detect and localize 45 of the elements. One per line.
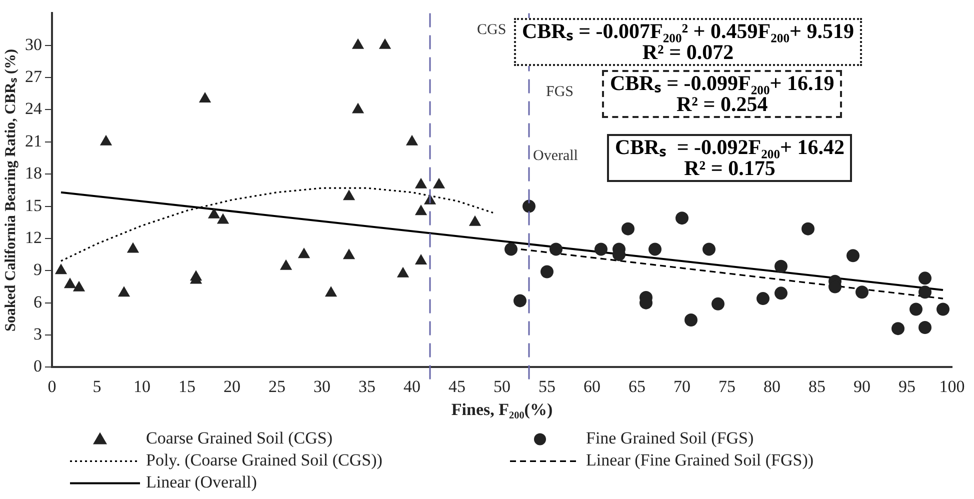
annotation: FGS — [546, 84, 574, 101]
annotation: Overall — [533, 148, 578, 165]
x-tick-label: 85 — [808, 376, 826, 396]
x-tick-label: 0 — [48, 376, 56, 396]
y-tick-label: 18 — [25, 164, 42, 183]
y-tick-label: 30 — [25, 34, 42, 54]
legend-label: Linear (Fine Grained Soil (FGS)) — [586, 450, 814, 470]
x-tick-label: 100 — [939, 376, 965, 396]
x-tick-label: 5 — [92, 376, 102, 396]
x-tick-label: 60 — [584, 376, 600, 396]
y-tick-label: 9 — [34, 260, 42, 280]
y-tick-label: 0 — [34, 356, 42, 376]
x-axis-title: Fines, F₂₀₀(%) — [451, 400, 553, 420]
x-tick-label: 90 — [854, 376, 870, 396]
y-tick-label: 24 — [25, 99, 42, 118]
x-tick-label: 35 — [358, 376, 376, 396]
x-tick-label: 65 — [628, 376, 646, 396]
x-tick-label: 45 — [448, 376, 466, 396]
annotation: CBRₛ = -0.099F₂₀₀+ 16.19 — [610, 71, 834, 95]
legend-label: Coarse Grained Soil (CGS) — [146, 428, 333, 448]
x-tick-label: 80 — [764, 376, 780, 396]
x-tick-label: 20 — [224, 376, 240, 396]
y-tick-label: 3 — [34, 324, 42, 344]
y-axis-title: Soaked California Bearing Ratio, CBRₛ (%) — [2, 48, 19, 332]
x-tick-label: 50 — [494, 376, 510, 396]
legend-label: Poly. (Coarse Grained Soil (CGS)) — [146, 450, 382, 470]
annotation: CGS — [477, 22, 506, 39]
y-tick-label: 6 — [34, 292, 42, 312]
x-tick-label: 30 — [314, 376, 330, 396]
legend-label: Fine Grained Soil (FGS) — [586, 428, 754, 448]
annotation: CBRₛ = -0.092F₂₀₀+ 16.42 — [615, 135, 844, 159]
annotation: CBRₛ = -0.007F₂₀₀² + 0.459F₂₀₀+ 9.519 — [522, 19, 854, 43]
x-tick-label: 75 — [718, 376, 736, 396]
y-tick-label: 15 — [25, 196, 42, 215]
x-tick-label: 40 — [404, 376, 420, 396]
y-tick-label: 21 — [25, 131, 42, 150]
x-tick-label: 55 — [538, 376, 556, 396]
y-tick-label: 27 — [25, 67, 42, 86]
x-tick-label: 70 — [674, 376, 690, 396]
x-tick-label: 15 — [178, 376, 196, 396]
x-tick-label: 10 — [134, 376, 150, 396]
x-tick-label: 25 — [268, 376, 286, 396]
x-tick-label: 95 — [898, 376, 916, 396]
y-tick-label: 12 — [25, 228, 42, 247]
legend-label: Linear (Overall) — [146, 472, 257, 492]
